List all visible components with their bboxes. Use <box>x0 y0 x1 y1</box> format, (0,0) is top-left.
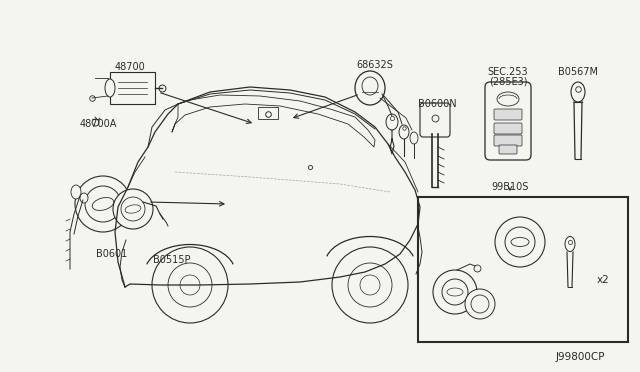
Text: 48700: 48700 <box>115 62 145 72</box>
Text: B0601: B0601 <box>97 249 127 259</box>
Bar <box>110 72 155 104</box>
Ellipse shape <box>125 205 141 213</box>
FancyBboxPatch shape <box>499 145 517 154</box>
Text: SEC.253: SEC.253 <box>488 67 528 77</box>
FancyBboxPatch shape <box>420 103 450 137</box>
Text: 99B10S: 99B10S <box>492 182 529 192</box>
Text: B0515P: B0515P <box>153 255 191 265</box>
FancyBboxPatch shape <box>485 82 531 160</box>
Circle shape <box>433 270 477 314</box>
Ellipse shape <box>92 198 114 211</box>
Bar <box>418 197 628 342</box>
Text: 48700A: 48700A <box>79 119 116 129</box>
Ellipse shape <box>80 193 88 203</box>
FancyBboxPatch shape <box>494 135 522 146</box>
Ellipse shape <box>355 71 385 105</box>
Circle shape <box>505 227 535 257</box>
Ellipse shape <box>71 185 81 199</box>
FancyBboxPatch shape <box>494 109 522 120</box>
Text: (285E3): (285E3) <box>489 76 527 86</box>
Text: 68632S: 68632S <box>356 60 394 70</box>
Ellipse shape <box>410 132 418 144</box>
Ellipse shape <box>447 288 463 296</box>
Circle shape <box>442 279 468 305</box>
Text: B0567M: B0567M <box>558 67 598 77</box>
Ellipse shape <box>565 237 575 251</box>
Circle shape <box>465 289 495 319</box>
Ellipse shape <box>511 237 529 247</box>
Ellipse shape <box>399 125 409 139</box>
FancyBboxPatch shape <box>494 123 522 134</box>
Circle shape <box>75 176 131 232</box>
Ellipse shape <box>386 114 398 130</box>
Circle shape <box>113 189 153 229</box>
Text: x2: x2 <box>597 275 610 285</box>
Ellipse shape <box>497 92 519 106</box>
Ellipse shape <box>105 79 115 97</box>
Text: B0600N: B0600N <box>418 99 456 109</box>
Ellipse shape <box>571 82 585 102</box>
Text: J99800CP: J99800CP <box>556 352 605 362</box>
Circle shape <box>495 217 545 267</box>
Circle shape <box>471 295 489 313</box>
Bar <box>258 107 278 119</box>
Circle shape <box>121 197 145 221</box>
Circle shape <box>85 186 121 222</box>
Ellipse shape <box>362 77 378 95</box>
